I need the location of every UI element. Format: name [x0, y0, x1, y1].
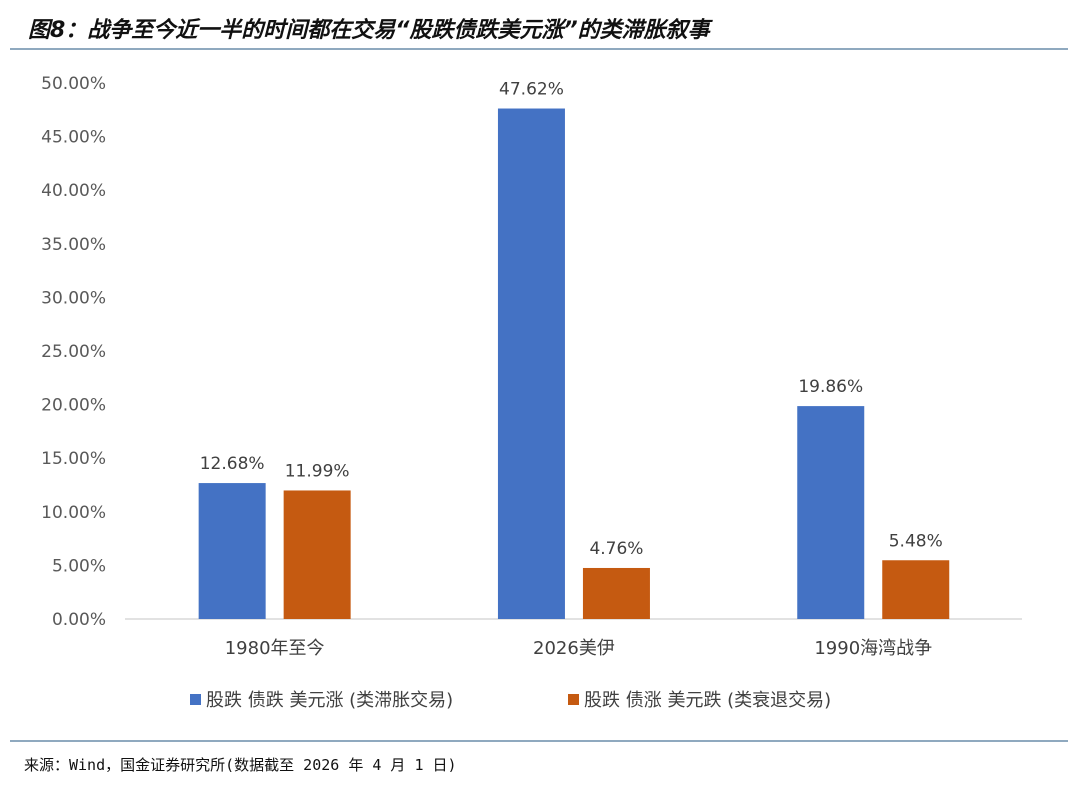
y-tick-label: 45.00% — [41, 128, 106, 148]
figure-title: 图8：战争至今近一半的时间都在交易“股跌债跌美元涨”的类滞胀叙事 — [28, 18, 710, 43]
y-tick-label: 35.00% — [41, 235, 106, 255]
data-label: 4.76% — [589, 539, 643, 559]
y-tick-label: 0.00% — [52, 610, 106, 630]
y-tick-label: 10.00% — [41, 503, 106, 523]
legend-swatch — [190, 694, 201, 705]
y-tick-label: 5.00% — [52, 556, 106, 576]
y-tick-label: 20.00% — [41, 396, 106, 416]
data-label: 19.86% — [798, 377, 863, 397]
x-category-label: 1990海湾战争 — [814, 638, 932, 659]
x-category-label: 1980年至今 — [225, 638, 325, 659]
footer-divider — [10, 740, 1068, 742]
y-tick-label: 50.00% — [41, 74, 106, 94]
data-label: 5.48% — [889, 531, 943, 551]
legend-label: 股跌 债涨 美元跌 (类衰退交易) — [584, 690, 831, 711]
source-note: 来源：Wind，国金证券研究所(数据截至 2026 年 4 月 1 日) — [24, 756, 457, 774]
bar-stagflation — [797, 406, 865, 619]
y-tick-label: 40.00% — [41, 181, 106, 201]
bar-stagflation — [497, 108, 565, 619]
bar-stagflation — [198, 483, 266, 619]
data-label: 11.99% — [285, 461, 350, 481]
bar-chart: 0.00% 5.00% 10.00% 15.00% 20.00% 25.00% 30.00%… — [41, 74, 1022, 711]
legend-swatch — [568, 694, 579, 705]
bar-recession — [283, 490, 351, 619]
data-label: 47.62% — [499, 80, 564, 100]
y-tick-label: 15.00% — [41, 449, 106, 469]
legend-label: 股跌 债跌 美元涨 (类滞胀交易) — [206, 690, 453, 711]
y-tick-label: 30.00% — [41, 288, 106, 308]
bar-recession — [582, 567, 650, 619]
x-category-label: 2026美伊 — [533, 638, 615, 659]
y-tick-label: 25.00% — [41, 342, 106, 362]
bar-recession — [882, 560, 950, 619]
title-divider — [10, 48, 1068, 50]
data-label: 12.68% — [200, 454, 265, 474]
